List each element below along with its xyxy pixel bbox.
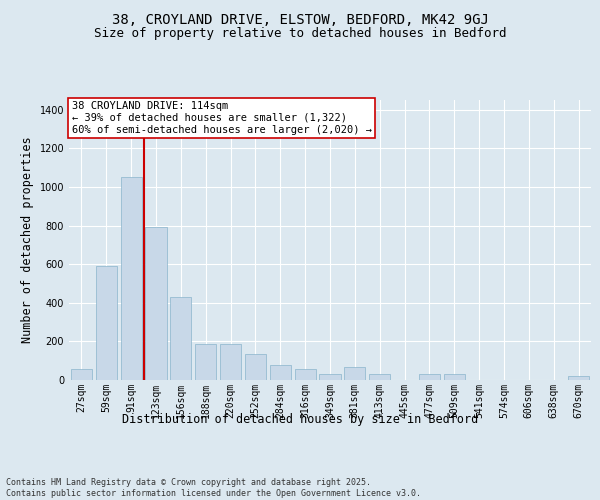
Bar: [270, 364, 291, 380]
Bar: [245, 354, 266, 380]
Text: 38 CROYLAND DRIVE: 114sqm
← 39% of detached houses are smaller (1,322)
60% of se: 38 CROYLAND DRIVE: 114sqm ← 39% of detac…: [71, 102, 371, 134]
Text: Distribution of detached houses by size in Bedford: Distribution of detached houses by size …: [122, 412, 478, 426]
Bar: [145, 228, 167, 380]
Y-axis label: Number of detached properties: Number of detached properties: [21, 136, 34, 344]
Bar: [96, 266, 117, 380]
Bar: [71, 370, 92, 380]
Text: Contains HM Land Registry data © Crown copyright and database right 2025.
Contai: Contains HM Land Registry data © Crown c…: [6, 478, 421, 498]
Bar: [195, 344, 216, 380]
Bar: [419, 374, 440, 380]
Bar: [568, 376, 589, 380]
Text: 38, CROYLAND DRIVE, ELSTOW, BEDFORD, MK42 9GJ: 38, CROYLAND DRIVE, ELSTOW, BEDFORD, MK4…: [112, 12, 488, 26]
Bar: [319, 374, 341, 380]
Bar: [295, 370, 316, 380]
Bar: [444, 374, 465, 380]
Bar: [369, 374, 390, 380]
Bar: [170, 297, 191, 380]
Text: Size of property relative to detached houses in Bedford: Size of property relative to detached ho…: [94, 28, 506, 40]
Bar: [220, 344, 241, 380]
Bar: [344, 368, 365, 380]
Bar: [121, 177, 142, 380]
